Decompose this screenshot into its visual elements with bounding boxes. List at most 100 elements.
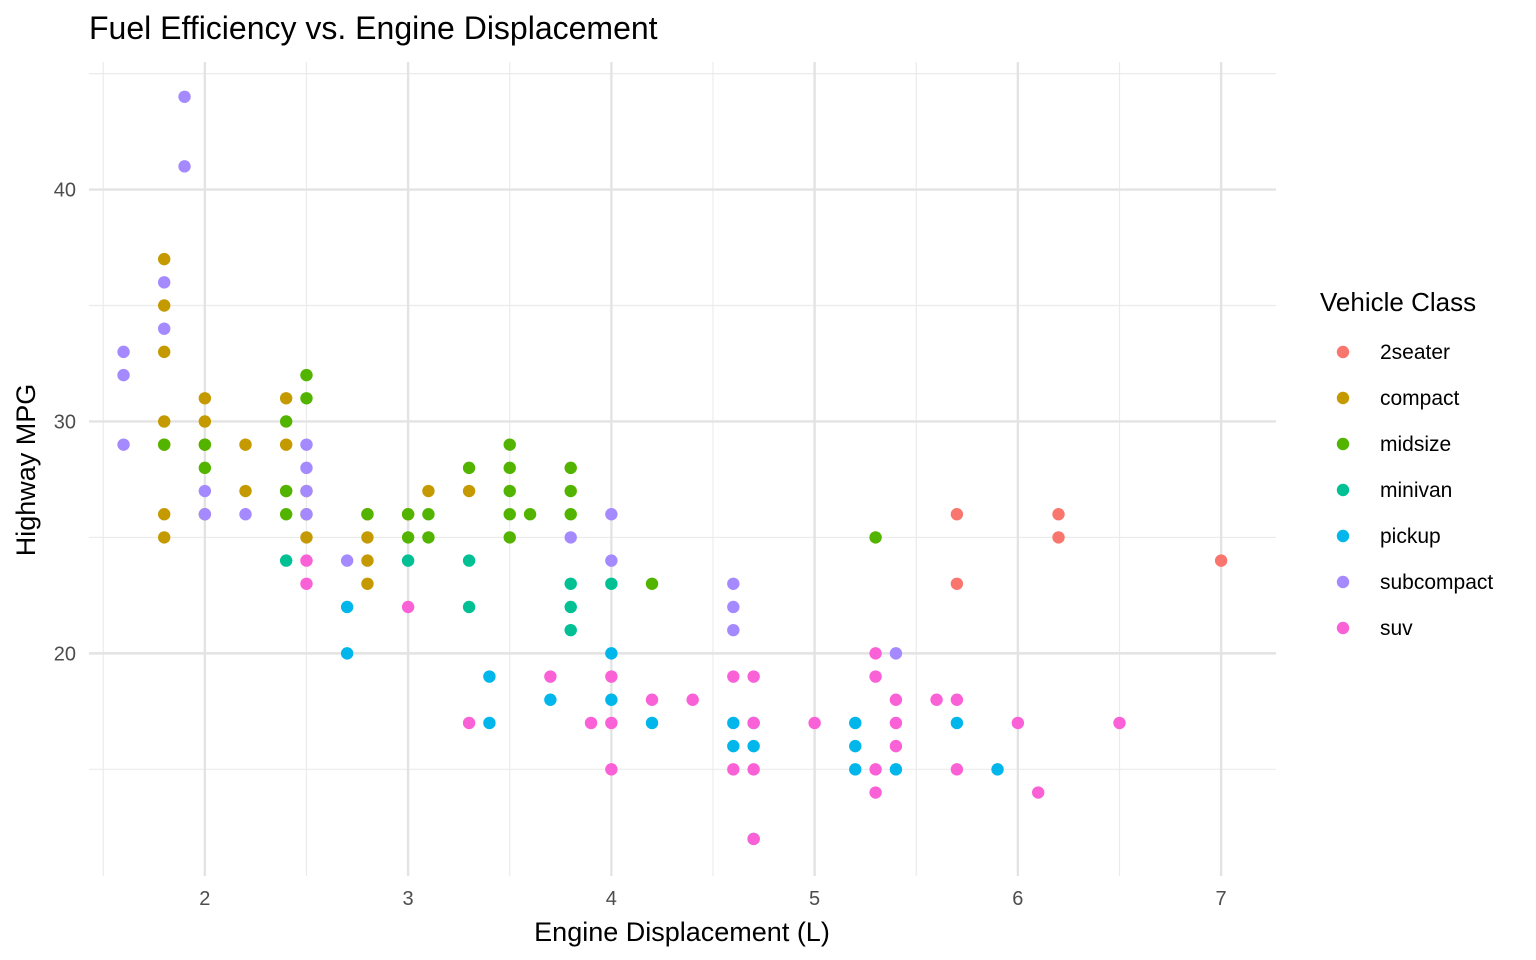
data-point-2seater — [1052, 508, 1065, 521]
data-point-pickup — [889, 763, 903, 776]
data-point-midsize — [503, 438, 516, 451]
x-tick-label: 5 — [809, 888, 820, 910]
data-point-minivan — [462, 600, 476, 614]
legend-swatch-compact — [1336, 391, 1350, 405]
data-point-2seater — [950, 577, 964, 590]
data-point-subcompact — [158, 276, 171, 289]
legend-label-compact: compact — [1380, 387, 1460, 410]
data-point-2seater — [950, 508, 964, 521]
data-point-midsize — [300, 392, 313, 405]
data-point-pickup — [727, 716, 740, 730]
data-point-pickup — [544, 693, 557, 706]
data-point-2seater — [1052, 531, 1065, 544]
data-point-subcompact — [117, 438, 130, 451]
data-point-suv — [747, 763, 760, 776]
data-point-suv — [808, 716, 821, 730]
x-axis-label: Engine Displacement (L) — [534, 917, 830, 947]
data-point-midsize — [401, 508, 415, 521]
data-point-compact — [158, 415, 171, 428]
data-point-compact — [198, 392, 212, 405]
legend-swatch-suv — [1336, 621, 1350, 635]
data-point-compact — [158, 508, 171, 521]
data-point-minivan — [279, 554, 293, 567]
data-point-midsize — [523, 508, 537, 521]
data-point-compact — [239, 484, 252, 498]
data-point-midsize — [462, 461, 476, 475]
data-point-suv — [300, 554, 313, 567]
data-point-midsize — [645, 577, 659, 590]
data-point-midsize — [279, 508, 293, 521]
data-point-pickup — [645, 716, 659, 730]
x-tick-label: 4 — [606, 888, 617, 910]
data-point-subcompact — [727, 623, 740, 637]
data-point-suv — [869, 670, 882, 683]
x-axis-tick-labels: 2 3 4 5 6 7 — [199, 888, 1226, 910]
data-point-compact — [158, 252, 171, 266]
data-point-pickup — [849, 716, 862, 730]
data-point-suv — [727, 670, 740, 683]
data-point-subcompact — [889, 647, 903, 660]
data-point-2seater — [1214, 554, 1228, 567]
data-point-suv — [747, 716, 760, 730]
data-point-subcompact — [178, 160, 191, 173]
data-point-compact — [361, 531, 374, 544]
x-tick-label: 2 — [199, 888, 210, 910]
data-point-suv — [1031, 786, 1045, 799]
data-point-minivan — [605, 577, 618, 590]
data-point-pickup — [991, 763, 1004, 776]
data-point-pickup — [605, 693, 618, 706]
data-point-midsize — [401, 531, 415, 544]
y-tick-label: 40 — [54, 180, 76, 202]
legend-label-subcompact: subcompact — [1380, 571, 1493, 594]
data-point-pickup — [727, 739, 740, 753]
data-point-subcompact — [605, 508, 618, 521]
data-point-midsize — [503, 531, 516, 544]
y-tick-label: 30 — [54, 411, 76, 433]
data-point-suv — [889, 693, 903, 706]
legend-label-midsize: midsize — [1380, 433, 1451, 456]
data-point-compact — [158, 299, 171, 312]
major-gridlines — [89, 62, 1276, 876]
data-point-compact — [279, 438, 293, 451]
data-point-compact — [361, 577, 374, 590]
minor-gridlines — [89, 62, 1276, 876]
data-point-midsize — [158, 438, 171, 451]
data-point-pickup — [605, 647, 618, 660]
data-point-midsize — [300, 368, 313, 382]
legend-swatch-subcompact — [1336, 575, 1350, 589]
data-point-subcompact — [300, 484, 313, 498]
data-point-compact — [361, 554, 374, 567]
chart-title: Fuel Efficiency vs. Engine Displacement — [89, 10, 658, 46]
x-tick-label: 6 — [1012, 888, 1023, 910]
legend-swatch-midsize — [1336, 437, 1350, 451]
data-point-midsize — [279, 484, 293, 498]
data-point-midsize — [279, 415, 293, 428]
data-point-suv — [1011, 716, 1025, 730]
data-point-suv — [869, 647, 882, 660]
data-point-subcompact — [605, 554, 618, 567]
data-point-suv — [645, 693, 659, 706]
data-point-suv — [889, 716, 903, 730]
data-point-suv — [605, 716, 618, 730]
data-point-compact — [158, 345, 171, 359]
data-point-pickup — [340, 647, 354, 660]
data-point-minivan — [564, 577, 577, 590]
data-point-minivan — [462, 554, 476, 567]
data-point-compact — [158, 531, 171, 544]
data-point-midsize — [198, 461, 212, 475]
data-point-suv — [727, 763, 740, 776]
data-point-suv — [869, 763, 882, 776]
data-point-midsize — [198, 438, 212, 451]
data-point-minivan — [564, 623, 577, 637]
data-point-compact — [198, 415, 212, 428]
legend-label-2seater: 2seater — [1380, 341, 1450, 364]
data-point-subcompact — [198, 484, 212, 498]
data-point-minivan — [564, 600, 577, 614]
data-point-subcompact — [300, 461, 313, 475]
data-point-midsize — [564, 484, 577, 498]
data-point-suv — [747, 832, 760, 846]
data-point-suv — [686, 693, 699, 706]
legend-label-pickup: pickup — [1380, 525, 1441, 548]
data-point-subcompact — [300, 438, 313, 451]
